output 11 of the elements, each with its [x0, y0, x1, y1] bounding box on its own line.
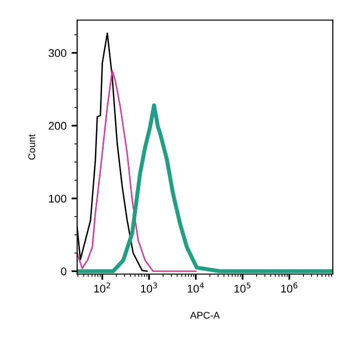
x-tick-label: 10$^{4}$ — [188, 282, 204, 293]
x-tick-label: 10$^{2}$ — [94, 282, 110, 293]
y-tick-label: 0 — [61, 267, 66, 276]
y-tick-label: 200 — [48, 122, 66, 130]
y-tick-label: 300 — [48, 49, 66, 58]
y-axis-title: Count — [28, 134, 36, 160]
y-tick-label: 100 — [49, 194, 66, 203]
x-tick-label: 10$^{3}$ — [141, 282, 157, 293]
x-axis-title: APC-A — [190, 312, 220, 319]
x-tick-label: 10$^{5}$ — [234, 282, 250, 293]
x-tick-label: 10$^{6}$ — [281, 282, 298, 293]
